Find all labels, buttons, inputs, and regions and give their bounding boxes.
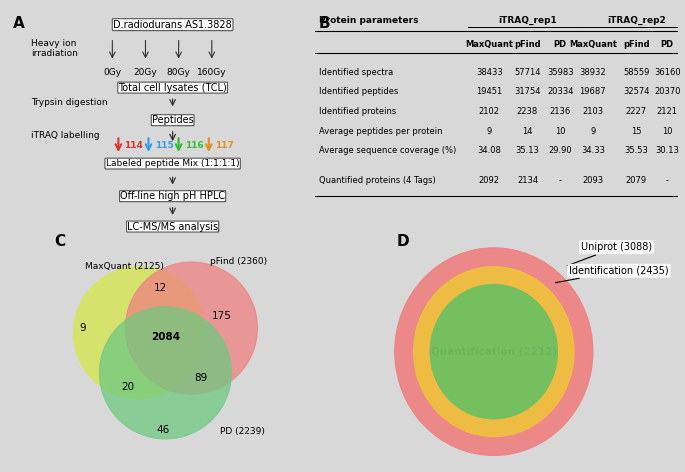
Text: 31754: 31754 — [514, 87, 540, 96]
Text: Labeled peptide Mix (1:1:1:1): Labeled peptide Mix (1:1:1:1) — [105, 159, 240, 168]
Text: Identified proteins: Identified proteins — [319, 107, 396, 116]
Text: 2093: 2093 — [582, 177, 603, 185]
Text: 117: 117 — [215, 141, 234, 150]
Text: 20Gy: 20Gy — [134, 68, 158, 77]
Ellipse shape — [430, 284, 558, 419]
Text: 114: 114 — [125, 141, 143, 150]
Circle shape — [99, 307, 232, 439]
Text: 2079: 2079 — [626, 177, 647, 185]
Text: 46: 46 — [156, 424, 170, 435]
Text: 12: 12 — [154, 283, 167, 293]
Text: C: C — [55, 234, 66, 249]
Text: Identification (2435): Identification (2435) — [556, 266, 669, 283]
Text: 2103: 2103 — [582, 107, 603, 116]
Text: 19687: 19687 — [580, 87, 606, 96]
Text: 58559: 58559 — [623, 68, 649, 77]
Text: Trypsin digestion: Trypsin digestion — [31, 98, 108, 107]
Text: 34.33: 34.33 — [581, 146, 605, 155]
Text: 14: 14 — [522, 126, 533, 135]
Text: MaxQuant (2125): MaxQuant (2125) — [85, 262, 164, 271]
Text: D.radiodurans AS1.3828: D.radiodurans AS1.3828 — [113, 20, 232, 30]
Text: 19451: 19451 — [476, 87, 503, 96]
Text: 9: 9 — [79, 323, 86, 333]
Ellipse shape — [414, 267, 574, 437]
Text: Labeled peptide Mix (: Labeled peptide Mix ( — [123, 159, 222, 168]
Text: 2136: 2136 — [549, 107, 571, 116]
Text: -: - — [666, 177, 669, 185]
Text: Peptides: Peptides — [152, 115, 193, 125]
Text: 20370: 20370 — [654, 87, 680, 96]
Text: 34.08: 34.08 — [477, 146, 501, 155]
Text: 20334: 20334 — [547, 87, 573, 96]
Text: Protein parameters: Protein parameters — [319, 16, 419, 25]
Circle shape — [73, 267, 206, 399]
Text: Quantification (2212): Quantification (2212) — [431, 346, 557, 357]
Text: MaxQuant: MaxQuant — [465, 40, 513, 49]
Text: 38932: 38932 — [580, 68, 606, 77]
Text: Identified peptides: Identified peptides — [319, 87, 398, 96]
Text: Average sequence coverage (%): Average sequence coverage (%) — [319, 146, 456, 155]
Ellipse shape — [395, 248, 593, 455]
Text: 20: 20 — [121, 382, 134, 392]
Text: A: A — [13, 16, 25, 31]
Text: 89: 89 — [195, 372, 208, 383]
Text: pFind: pFind — [623, 40, 649, 49]
Text: iTRAQ_rep2: iTRAQ_rep2 — [607, 16, 666, 25]
Text: PD: PD — [553, 40, 566, 49]
Text: 2227: 2227 — [626, 107, 647, 116]
Text: pFind: pFind — [514, 40, 540, 49]
Text: 38433: 38433 — [476, 68, 503, 77]
Text: Total cell lysates (TCL): Total cell lysates (TCL) — [119, 83, 227, 93]
Text: 35.13: 35.13 — [516, 146, 539, 155]
Text: Average peptides per protein: Average peptides per protein — [319, 126, 443, 135]
Text: Identified spectra: Identified spectra — [319, 68, 393, 77]
Text: 30.13: 30.13 — [656, 146, 680, 155]
Text: 116: 116 — [185, 141, 203, 150]
Text: Uniprot (3088): Uniprot (3088) — [567, 242, 652, 266]
Text: 0Gy: 0Gy — [103, 68, 121, 77]
Text: PD (2239): PD (2239) — [220, 427, 264, 436]
Text: iTRAQ labelling: iTRAQ labelling — [31, 131, 99, 140]
Text: iTRAQ_rep1: iTRAQ_rep1 — [498, 16, 557, 25]
Text: MaxQuant: MaxQuant — [569, 40, 616, 49]
Text: LC-MS/MS analysis: LC-MS/MS analysis — [127, 221, 219, 232]
Text: PD: PD — [661, 40, 674, 49]
Text: 10: 10 — [555, 126, 565, 135]
Text: 35983: 35983 — [547, 68, 573, 77]
Text: Heavy ion
irradiation: Heavy ion irradiation — [31, 39, 78, 58]
Text: 2238: 2238 — [517, 107, 538, 116]
Text: 2084: 2084 — [151, 332, 180, 343]
Text: 35.53: 35.53 — [625, 146, 648, 155]
Text: 2134: 2134 — [517, 177, 538, 185]
Text: 175: 175 — [212, 311, 232, 321]
Text: Off-line high pH HPLC: Off-line high pH HPLC — [120, 191, 225, 201]
Text: 36160: 36160 — [654, 68, 681, 77]
Text: D: D — [397, 234, 410, 249]
Text: 2121: 2121 — [657, 107, 677, 116]
Text: 2102: 2102 — [479, 107, 500, 116]
Text: 9: 9 — [487, 126, 492, 135]
Text: pFind (2360): pFind (2360) — [210, 257, 267, 266]
Text: 160Gy: 160Gy — [197, 68, 227, 77]
Text: Quantified proteins (4 Tags): Quantified proteins (4 Tags) — [319, 177, 436, 185]
Text: 80Gy: 80Gy — [166, 68, 190, 77]
Text: 115: 115 — [155, 141, 173, 150]
Circle shape — [125, 262, 258, 394]
Text: 9: 9 — [590, 126, 595, 135]
Text: -: - — [559, 177, 562, 185]
Text: 10: 10 — [662, 126, 673, 135]
Text: 2092: 2092 — [479, 177, 500, 185]
Text: B: B — [319, 16, 330, 31]
Text: 32574: 32574 — [623, 87, 649, 96]
Text: 15: 15 — [631, 126, 642, 135]
Text: 57714: 57714 — [514, 68, 540, 77]
Text: 29.90: 29.90 — [549, 146, 572, 155]
